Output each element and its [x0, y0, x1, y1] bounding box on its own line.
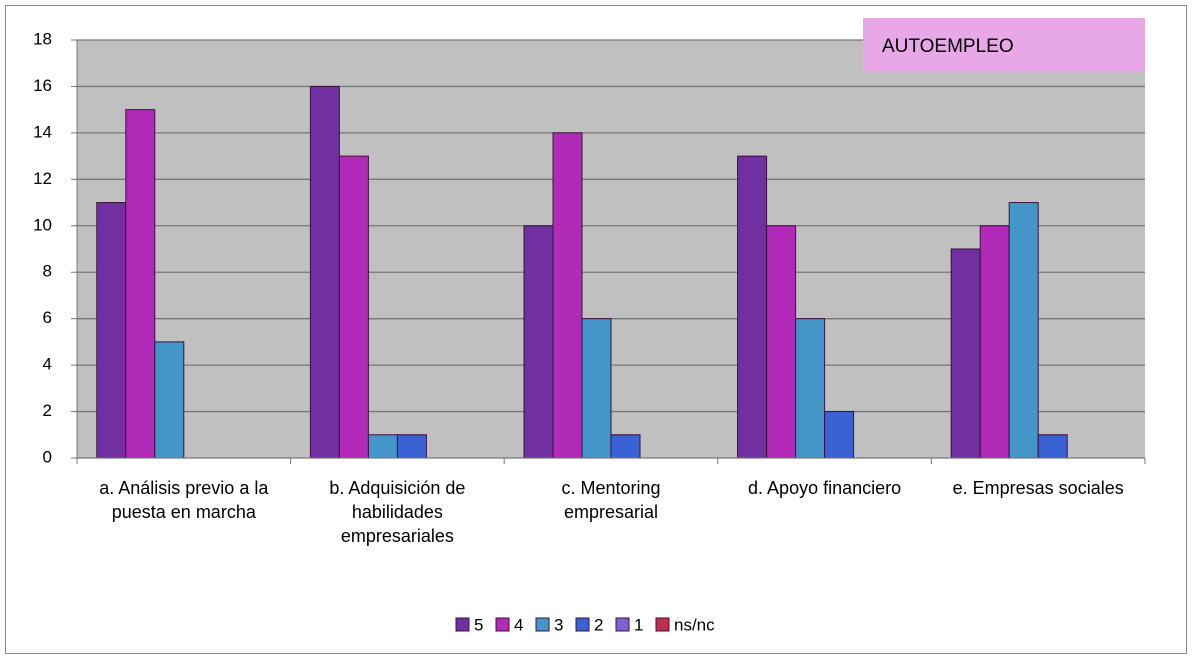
y-tick-label: 18	[33, 29, 52, 48]
x-label-box: a. Análisis previo a la puesta en marcha	[99, 478, 269, 522]
y-tick-label: 6	[43, 308, 52, 327]
x-label-box: c. Mentoring empresarial	[561, 478, 661, 522]
x-label-box: e. Empresas sociales	[952, 478, 1124, 498]
bar	[125, 109, 156, 459]
y-tick-label: 10	[33, 215, 52, 234]
chart-title: AUTOEMPLEO	[882, 36, 1014, 57]
bar	[338, 155, 369, 459]
bar	[396, 434, 427, 459]
bar	[737, 155, 768, 459]
x-tick-label: d. Apoyo financiero	[748, 478, 902, 498]
y-tick-label: 16	[33, 76, 52, 95]
legend-label: ns/nc	[674, 615, 715, 634]
bar	[96, 202, 127, 459]
bar	[523, 225, 554, 459]
bar	[154, 341, 185, 459]
x-label-box: b. Adquisición de habilidades empresaria…	[329, 478, 466, 546]
legend-label: 4	[514, 615, 523, 634]
bar	[1037, 434, 1068, 459]
bar	[581, 318, 612, 459]
legend-swatch	[535, 617, 550, 632]
bar	[552, 132, 583, 459]
bar	[367, 434, 398, 459]
x-tick-label: b. Adquisición de habilidades empresaria…	[329, 478, 466, 546]
legend-swatch	[455, 617, 470, 632]
legend-label: 3	[554, 615, 563, 634]
x-tick-label: c. Mentoring empresarial	[561, 478, 661, 522]
title-box	[863, 18, 1145, 72]
legend-swatch	[615, 617, 630, 632]
legend-label: 1	[634, 615, 643, 634]
legend-swatch	[495, 617, 510, 632]
bar	[1008, 202, 1039, 459]
y-tick-label: 4	[43, 355, 52, 374]
legend-swatch	[655, 617, 670, 632]
x-tick-label: e. Empresas sociales	[952, 478, 1124, 498]
bar	[824, 411, 855, 459]
x-label-box: d. Apoyo financiero	[748, 478, 902, 498]
bar	[766, 225, 797, 459]
y-tick-label: 2	[43, 401, 52, 420]
bar	[795, 318, 826, 459]
bar	[950, 248, 981, 459]
x-tick-label: a. Análisis previo a la puesta en marcha	[99, 478, 269, 522]
y-tick-label: 0	[43, 447, 52, 466]
bar	[979, 225, 1010, 459]
legend-label: 2	[594, 615, 603, 634]
legend-label: 5	[474, 615, 483, 634]
bar	[309, 85, 340, 459]
y-tick-label: 14	[33, 122, 52, 141]
y-tick-label: 12	[33, 169, 52, 188]
bar	[610, 434, 641, 459]
legend-swatch	[575, 617, 590, 632]
y-tick-label: 8	[43, 262, 52, 281]
